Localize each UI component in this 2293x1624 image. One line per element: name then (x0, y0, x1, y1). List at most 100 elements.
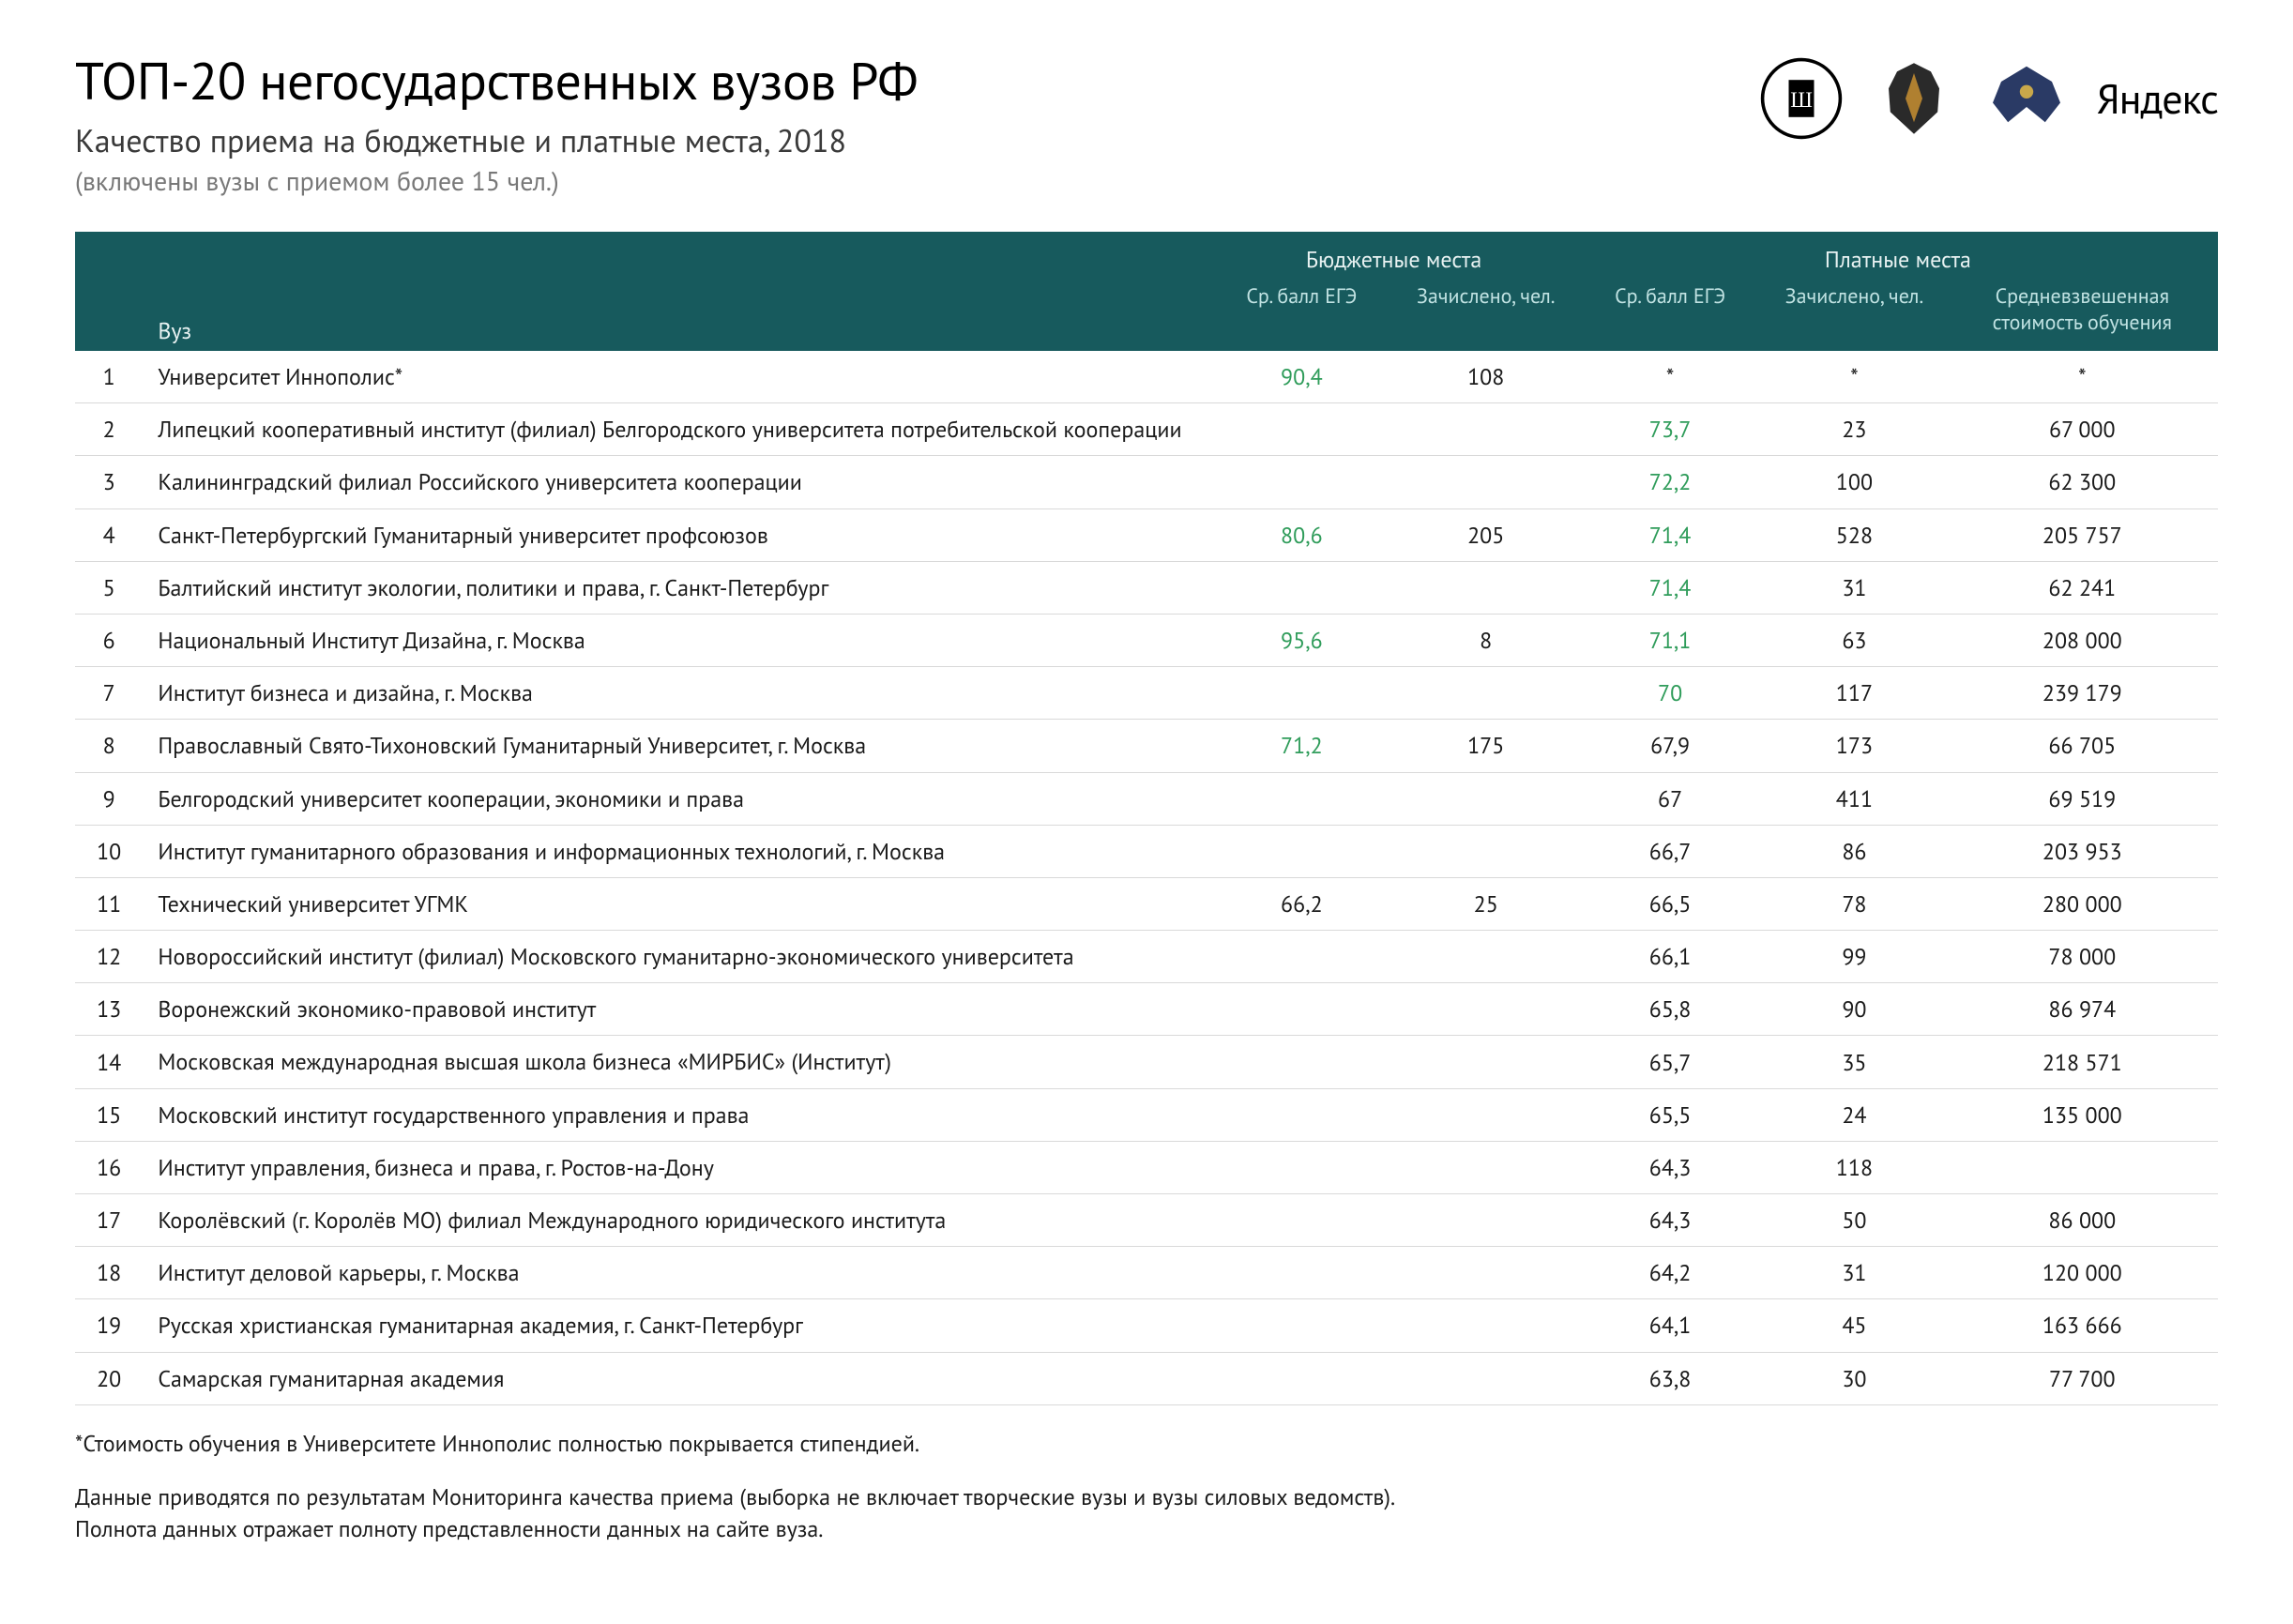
cell-budget-score: 90,4 (1209, 351, 1393, 403)
cell-cost: 218 571 (1947, 1036, 2218, 1088)
cell-cost: * (1947, 351, 2218, 403)
cell-name: Русская христианская гуманитарная академ… (143, 1299, 1209, 1352)
cell-cost: 205 757 (1947, 508, 2218, 561)
cell-paid-enrolled: 30 (1762, 1352, 1946, 1404)
cell-budget-enrolled (1394, 403, 1578, 456)
cell-budget-enrolled (1394, 1352, 1578, 1404)
cell-paid-score: 64,3 (1578, 1141, 1762, 1193)
logo-group: Ш Яндекс (1759, 47, 2218, 141)
cell-name: Воронежский экономико-правовой институт (143, 983, 1209, 1036)
cell-budget-score (1209, 1088, 1393, 1141)
col-paid-enrolled: Зачислено, чел. (1762, 280, 1946, 351)
cell-budget-enrolled: 205 (1394, 508, 1578, 561)
cell-budget-score (1209, 403, 1393, 456)
cell-paid-enrolled: * (1762, 351, 1946, 403)
col-group-paid: Платные места (1578, 232, 2218, 280)
cell-paid-enrolled: 50 (1762, 1194, 1946, 1247)
cell-cost: 69 519 (1947, 772, 2218, 825)
cell-cost: 86 000 (1947, 1194, 2218, 1247)
hse-logo-icon: Ш (1759, 56, 1844, 141)
cell-name: Липецкий кооперативный институт (филиал)… (143, 403, 1209, 456)
cell-budget-score (1209, 983, 1393, 1036)
cell-paid-score: 67 (1578, 772, 1762, 825)
footnote-line3: Полнота данных отражает полноту представ… (75, 1514, 823, 1543)
cell-paid-score: 73,7 (1578, 403, 1762, 456)
table-row: 13Воронежский экономико-правовой институ… (75, 983, 2218, 1036)
cell-rank: 20 (75, 1352, 143, 1404)
cell-rank: 17 (75, 1194, 143, 1247)
cell-rank: 18 (75, 1247, 143, 1299)
cell-budget-score (1209, 561, 1393, 614)
cell-budget-enrolled: 108 (1394, 351, 1578, 403)
table-row: 3Калининградский филиал Российского унив… (75, 456, 2218, 508)
cell-budget-enrolled (1394, 1088, 1578, 1141)
cell-cost: 62 241 (1947, 561, 2218, 614)
cell-cost: 163 666 (1947, 1299, 2218, 1352)
table-header: Вуз Бюджетные места Платные места Ср. ба… (75, 232, 2218, 351)
cell-name: Православный Свято-Тихоновский Гуманитар… (143, 720, 1209, 772)
table-row: 16Институт управления, бизнеса и права, … (75, 1141, 2218, 1193)
cell-name: Технический университет УГМК (143, 877, 1209, 930)
eagle-emblem-icon (1984, 56, 2069, 141)
cell-paid-score: 63,8 (1578, 1352, 1762, 1404)
cell-paid-enrolled: 31 (1762, 1247, 1946, 1299)
cell-name: Институт бизнеса и дизайна, г. Москва (143, 667, 1209, 720)
cell-budget-enrolled (1394, 1194, 1578, 1247)
table-row: 14Московская международная высшая школа … (75, 1036, 2218, 1088)
svg-text:Ш: Ш (1790, 88, 1813, 113)
cell-cost: 208 000 (1947, 614, 2218, 666)
cell-cost: 66 705 (1947, 720, 2218, 772)
cell-name: Московский институт государственного упр… (143, 1088, 1209, 1141)
yandex-logo: Яндекс (2097, 72, 2218, 126)
cell-budget-enrolled: 8 (1394, 614, 1578, 666)
table-row: 15Московский институт государственного у… (75, 1088, 2218, 1141)
cell-budget-score: 71,2 (1209, 720, 1393, 772)
cell-budget-enrolled (1394, 1141, 1578, 1193)
cell-name: Университет Иннополис* (143, 351, 1209, 403)
cell-cost: 62 300 (1947, 456, 2218, 508)
cell-paid-enrolled: 173 (1762, 720, 1946, 772)
cell-name: Балтийский институт экологии, политики и… (143, 561, 1209, 614)
cell-budget-score (1209, 1352, 1393, 1404)
cell-name: Институт управления, бизнеса и права, г.… (143, 1141, 1209, 1193)
cell-cost: 86 974 (1947, 983, 2218, 1036)
cell-rank: 12 (75, 931, 143, 983)
cell-rank: 11 (75, 877, 143, 930)
cell-rank: 3 (75, 456, 143, 508)
cell-paid-enrolled: 528 (1762, 508, 1946, 561)
cell-cost: 280 000 (1947, 877, 2218, 930)
cell-paid-score: 72,2 (1578, 456, 1762, 508)
cell-paid-score: 66,7 (1578, 825, 1762, 877)
cell-paid-enrolled: 31 (1762, 561, 1946, 614)
page-subnote: (включены вузы с приемом более 15 чел.) (75, 163, 1759, 198)
cell-budget-score (1209, 1194, 1393, 1247)
cell-paid-enrolled: 411 (1762, 772, 1946, 825)
cell-paid-score: * (1578, 351, 1762, 403)
cell-budget-score (1209, 667, 1393, 720)
cell-name: Институт гуманитарного образования и инф… (143, 825, 1209, 877)
cell-paid-score: 65,8 (1578, 983, 1762, 1036)
table-body: 1Университет Иннополис*90,4108***2Липецк… (75, 351, 2218, 1404)
cell-rank: 10 (75, 825, 143, 877)
col-paid-cost: Средневзвешенная стоимость обучения (1947, 280, 2218, 351)
cell-budget-score: 80,6 (1209, 508, 1393, 561)
cell-paid-score: 66,5 (1578, 877, 1762, 930)
table-row: 9Белгородский университет кооперации, эк… (75, 772, 2218, 825)
cell-name: Институт деловой карьеры, г. Москва (143, 1247, 1209, 1299)
cell-cost: 77 700 (1947, 1352, 2218, 1404)
table-row: 6Национальный Институт Дизайна, г. Москв… (75, 614, 2218, 666)
cell-cost: 78 000 (1947, 931, 2218, 983)
cell-budget-enrolled (1394, 1247, 1578, 1299)
cell-budget-score (1209, 456, 1393, 508)
cell-paid-enrolled: 100 (1762, 456, 1946, 508)
cell-paid-enrolled: 78 (1762, 877, 1946, 930)
table-row: 12Новороссийский институт (филиал) Моско… (75, 931, 2218, 983)
cell-rank: 7 (75, 667, 143, 720)
cell-budget-enrolled (1394, 931, 1578, 983)
cell-budget-score (1209, 825, 1393, 877)
cell-rank: 4 (75, 508, 143, 561)
cell-paid-score: 65,7 (1578, 1036, 1762, 1088)
cell-paid-score: 64,2 (1578, 1247, 1762, 1299)
cell-cost (1947, 1141, 2218, 1193)
col-name-header: Вуз (143, 232, 1209, 351)
